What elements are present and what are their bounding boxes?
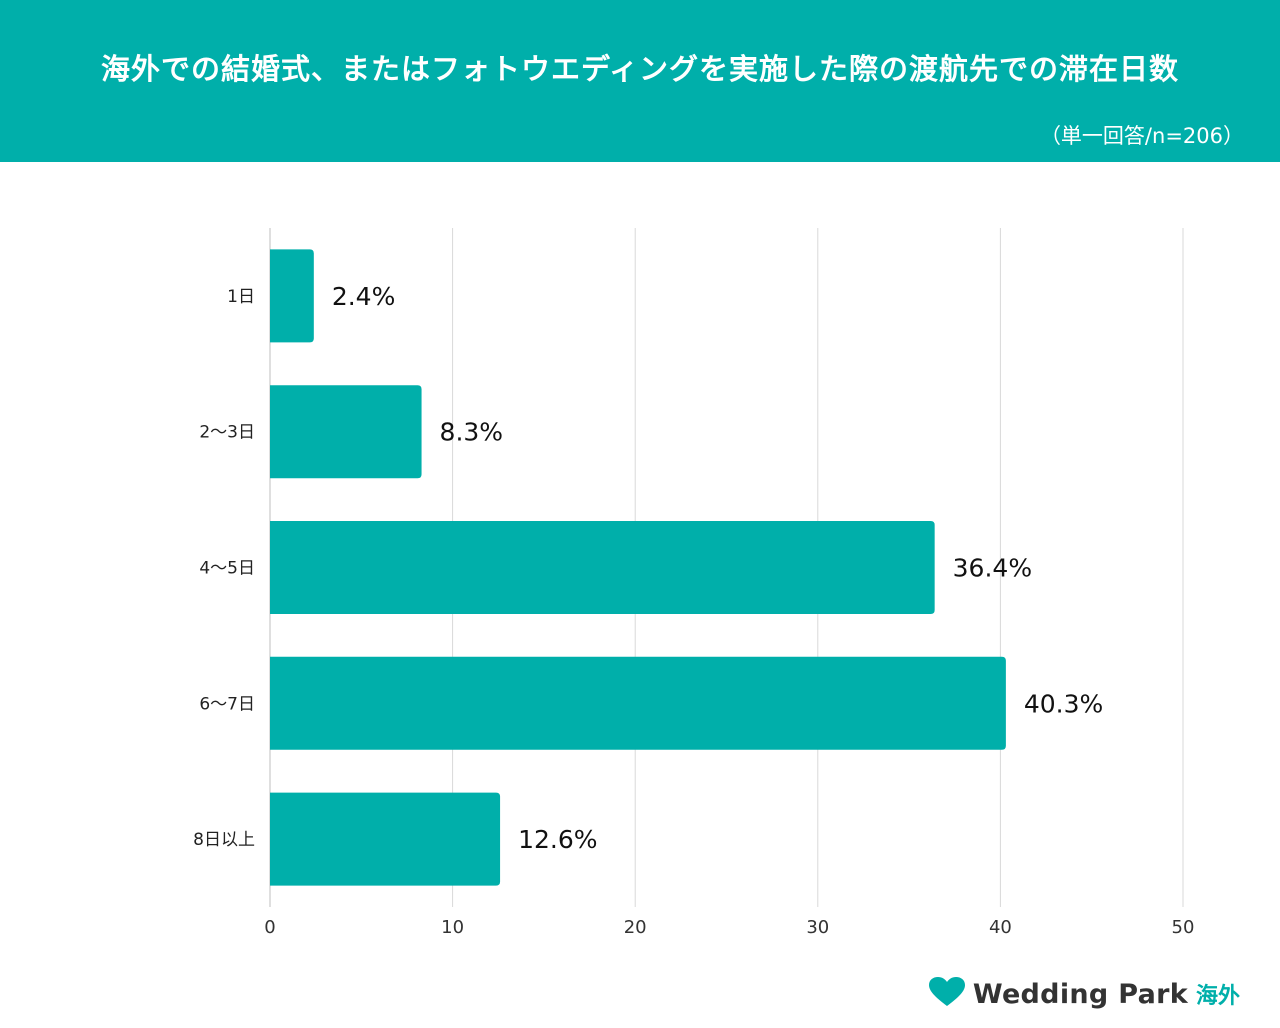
bar <box>270 521 935 614</box>
labels: 0 10 20 30 40 50 1日 2.4% 2〜3日 8.3% 4〜5日 36.4% 6〜7日 40… <box>193 282 1194 938</box>
bar <box>270 249 314 343</box>
x-tick-label: 0 <box>264 917 275 938</box>
brand-logo: Wedding Park 海外 <box>928 974 1240 1014</box>
x-tick-label: 10 <box>441 917 464 938</box>
data-label: 2.4% <box>332 282 396 311</box>
bar <box>270 385 422 479</box>
category-label: 4〜5日 <box>199 559 255 579</box>
category-label: 1日 <box>227 287 255 307</box>
category-label: 2〜3日 <box>199 423 255 443</box>
chart-title: 海外での結婚式、またはフォトウエディングを実施した際の渡航先での滞在日数 <box>101 52 1179 86</box>
bar <box>270 656 1006 750</box>
brand-suffix: 海外 <box>1195 984 1240 1009</box>
bars <box>270 249 1006 886</box>
bar-chart: 0 10 20 30 40 50 1日 2.4% 2〜3日 8.3% 4〜5日 36.4% 6〜7日 40… <box>193 228 1194 938</box>
category-label: 8日以上 <box>193 830 255 850</box>
x-tick-label: 20 <box>624 917 647 938</box>
x-tick-label: 50 <box>1172 917 1195 938</box>
x-tick-label: 30 <box>806 917 829 938</box>
data-label: 12.6% <box>518 825 597 854</box>
header-banner: 海外での結婚式、またはフォトウエディングを実施した際の渡航先での滞在日数 （単一… <box>0 0 1280 162</box>
category-label: 6〜7日 <box>199 694 255 714</box>
heart-icon <box>928 977 965 1011</box>
data-label: 8.3% <box>440 418 504 447</box>
data-label: 36.4% <box>953 554 1032 583</box>
chart-subtitle: （単一回答/n=206） <box>1039 124 1244 148</box>
data-label: 40.3% <box>1024 689 1103 718</box>
brand-name: Wedding Park <box>972 978 1188 1010</box>
x-tick-label: 40 <box>989 917 1012 938</box>
bar <box>270 792 501 886</box>
